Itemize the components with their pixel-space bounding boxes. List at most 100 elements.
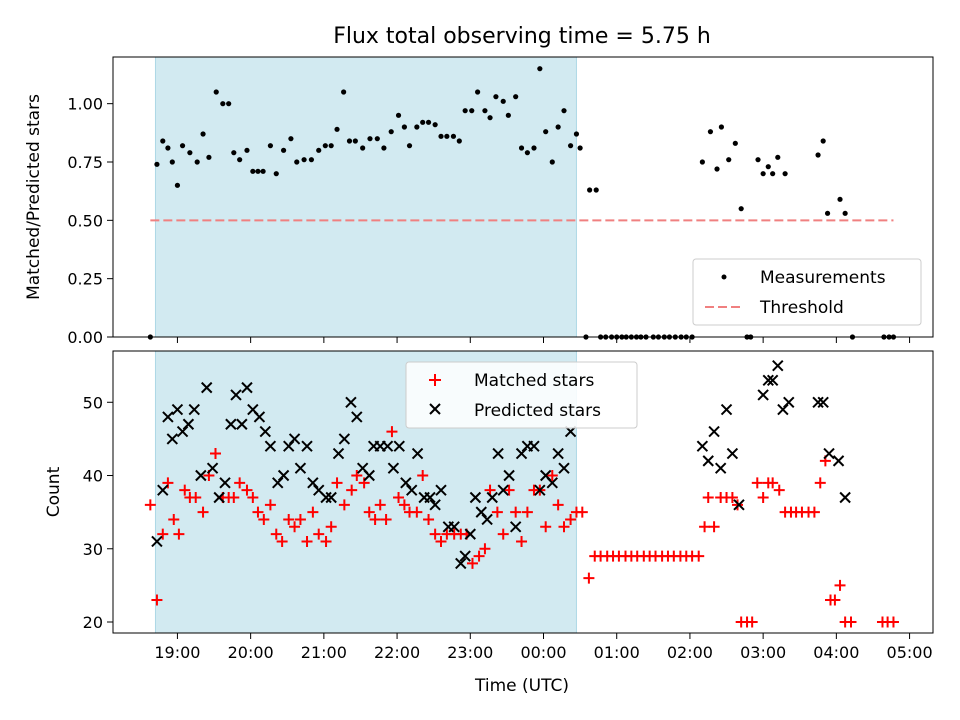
measurement-point (260, 168, 266, 174)
measurement-point (487, 115, 493, 121)
y-tick-label: 50 (83, 393, 103, 412)
measurement-point (294, 159, 300, 165)
predicted-star-point (702, 455, 714, 467)
measurement-point (573, 131, 580, 137)
matched-star-point (234, 477, 246, 489)
matched-star-point (503, 484, 515, 496)
matched-star-point (197, 506, 209, 518)
measurement-point (213, 89, 219, 95)
matched-star-point (887, 616, 899, 628)
measurement-point (765, 164, 771, 170)
matched-star-point (845, 616, 857, 628)
count-plot-frame (112, 350, 934, 634)
measurement-point (450, 133, 457, 139)
measurement-point (187, 150, 193, 156)
predicted-star-point (497, 484, 509, 496)
predicted-star-point (294, 462, 307, 474)
y-tick-label: 30 (83, 540, 103, 559)
measurement-point (267, 143, 274, 149)
matched-star-point (552, 499, 564, 511)
matched-star-point (834, 579, 846, 591)
measurement-point (160, 138, 166, 144)
predicted-star-point (230, 389, 242, 401)
predicted-star-point (338, 433, 351, 445)
count-y-axis: 20 30 40 50 (83, 393, 113, 632)
matched-star-point (247, 491, 259, 503)
measurement-point (561, 108, 567, 114)
matched-stars-series (144, 426, 899, 628)
matched-star-point (767, 477, 779, 489)
matched-star-point (179, 484, 191, 496)
ratio-y-label: Matched/Predicted stars (24, 94, 44, 300)
matched-star-point (732, 499, 744, 511)
measurement-point (374, 136, 380, 142)
measurement-point (543, 129, 549, 135)
predicted-star-point (241, 381, 253, 394)
predicted-star-point (400, 477, 412, 489)
predicted-star-point (206, 462, 219, 474)
measurement-point (500, 98, 506, 104)
ratio-x-axis (176, 337, 911, 343)
measurement-point (837, 196, 843, 202)
count-panel: 20 30 40 50 19:00 20:00 21:00 22:00 23:00 00:00 0… (44, 350, 934, 696)
matched-star-point (301, 535, 313, 547)
predicted-star-point (757, 389, 769, 401)
measurement-point (328, 143, 334, 149)
x-tick-label: 21:00 (301, 643, 347, 662)
matched-star-point (484, 484, 496, 496)
measurement-point (577, 145, 583, 151)
matched-star-point (423, 513, 435, 525)
matched-star-point (429, 528, 441, 540)
predicted-star-point (726, 447, 739, 460)
matched-star-point (162, 477, 174, 489)
measurement-point (231, 150, 237, 156)
predicted-star-point (182, 418, 195, 430)
measurement-point (334, 126, 340, 132)
predicted-star-point (381, 440, 394, 452)
matched-star-point (693, 550, 705, 562)
predicted-star-point (733, 499, 745, 511)
count-x-axis: 19:00 20:00 21:00 22:00 23:00 00:00 01:00 02:00… (154, 633, 933, 662)
matched-star-point (702, 491, 714, 503)
matched-star-point (466, 557, 478, 569)
figure-title: Flux total observing time = 5.75 h (333, 24, 711, 49)
measurement-point (301, 157, 307, 163)
matched-star-point (374, 499, 386, 511)
measurement-point (531, 145, 537, 151)
measurement-point (401, 124, 407, 130)
predicted-star-point (393, 440, 405, 452)
observing-window-shade (154, 56, 577, 338)
measurement-point (714, 166, 720, 172)
measurement-point (406, 143, 413, 149)
measurement-point (567, 143, 574, 149)
y-tick-label: 1.00 (67, 95, 103, 114)
predicted-star-point (325, 491, 337, 504)
measurement-point (273, 171, 279, 177)
measurement-point (169, 159, 175, 165)
measurement-point (782, 171, 788, 177)
predicted-star-point (332, 447, 345, 460)
ratio-y-axis: 0.00 0.25 0.50 0.75 1.00 (67, 95, 113, 347)
measurement-point (352, 138, 358, 144)
predicted-star-point (264, 440, 277, 452)
matched-star-point (380, 513, 392, 525)
matched-star-point (210, 448, 221, 460)
measurement-point (200, 131, 206, 137)
x-tick-label: 19:00 (154, 643, 200, 662)
ratio-panel: 0.00 0.25 0.50 0.75 1.00 Matched/Predicted s… (24, 56, 934, 347)
measurement-point (280, 147, 287, 153)
matched-star-point (369, 513, 381, 525)
predicted-star-point (464, 528, 476, 540)
measurement-point (388, 129, 394, 135)
matched-star-point (726, 491, 738, 503)
measurement-point (824, 210, 831, 216)
measurement-point (341, 89, 347, 95)
legend-matched-label: Matched stars (474, 371, 594, 391)
y-tick-label: 0.50 (67, 211, 103, 230)
matched-star-point (241, 484, 253, 496)
predicted-star-point (195, 469, 207, 482)
measurement-point (505, 112, 511, 118)
measurement-point (815, 152, 821, 158)
predicted-star-point (424, 491, 436, 504)
predicted-star-point (528, 440, 540, 452)
